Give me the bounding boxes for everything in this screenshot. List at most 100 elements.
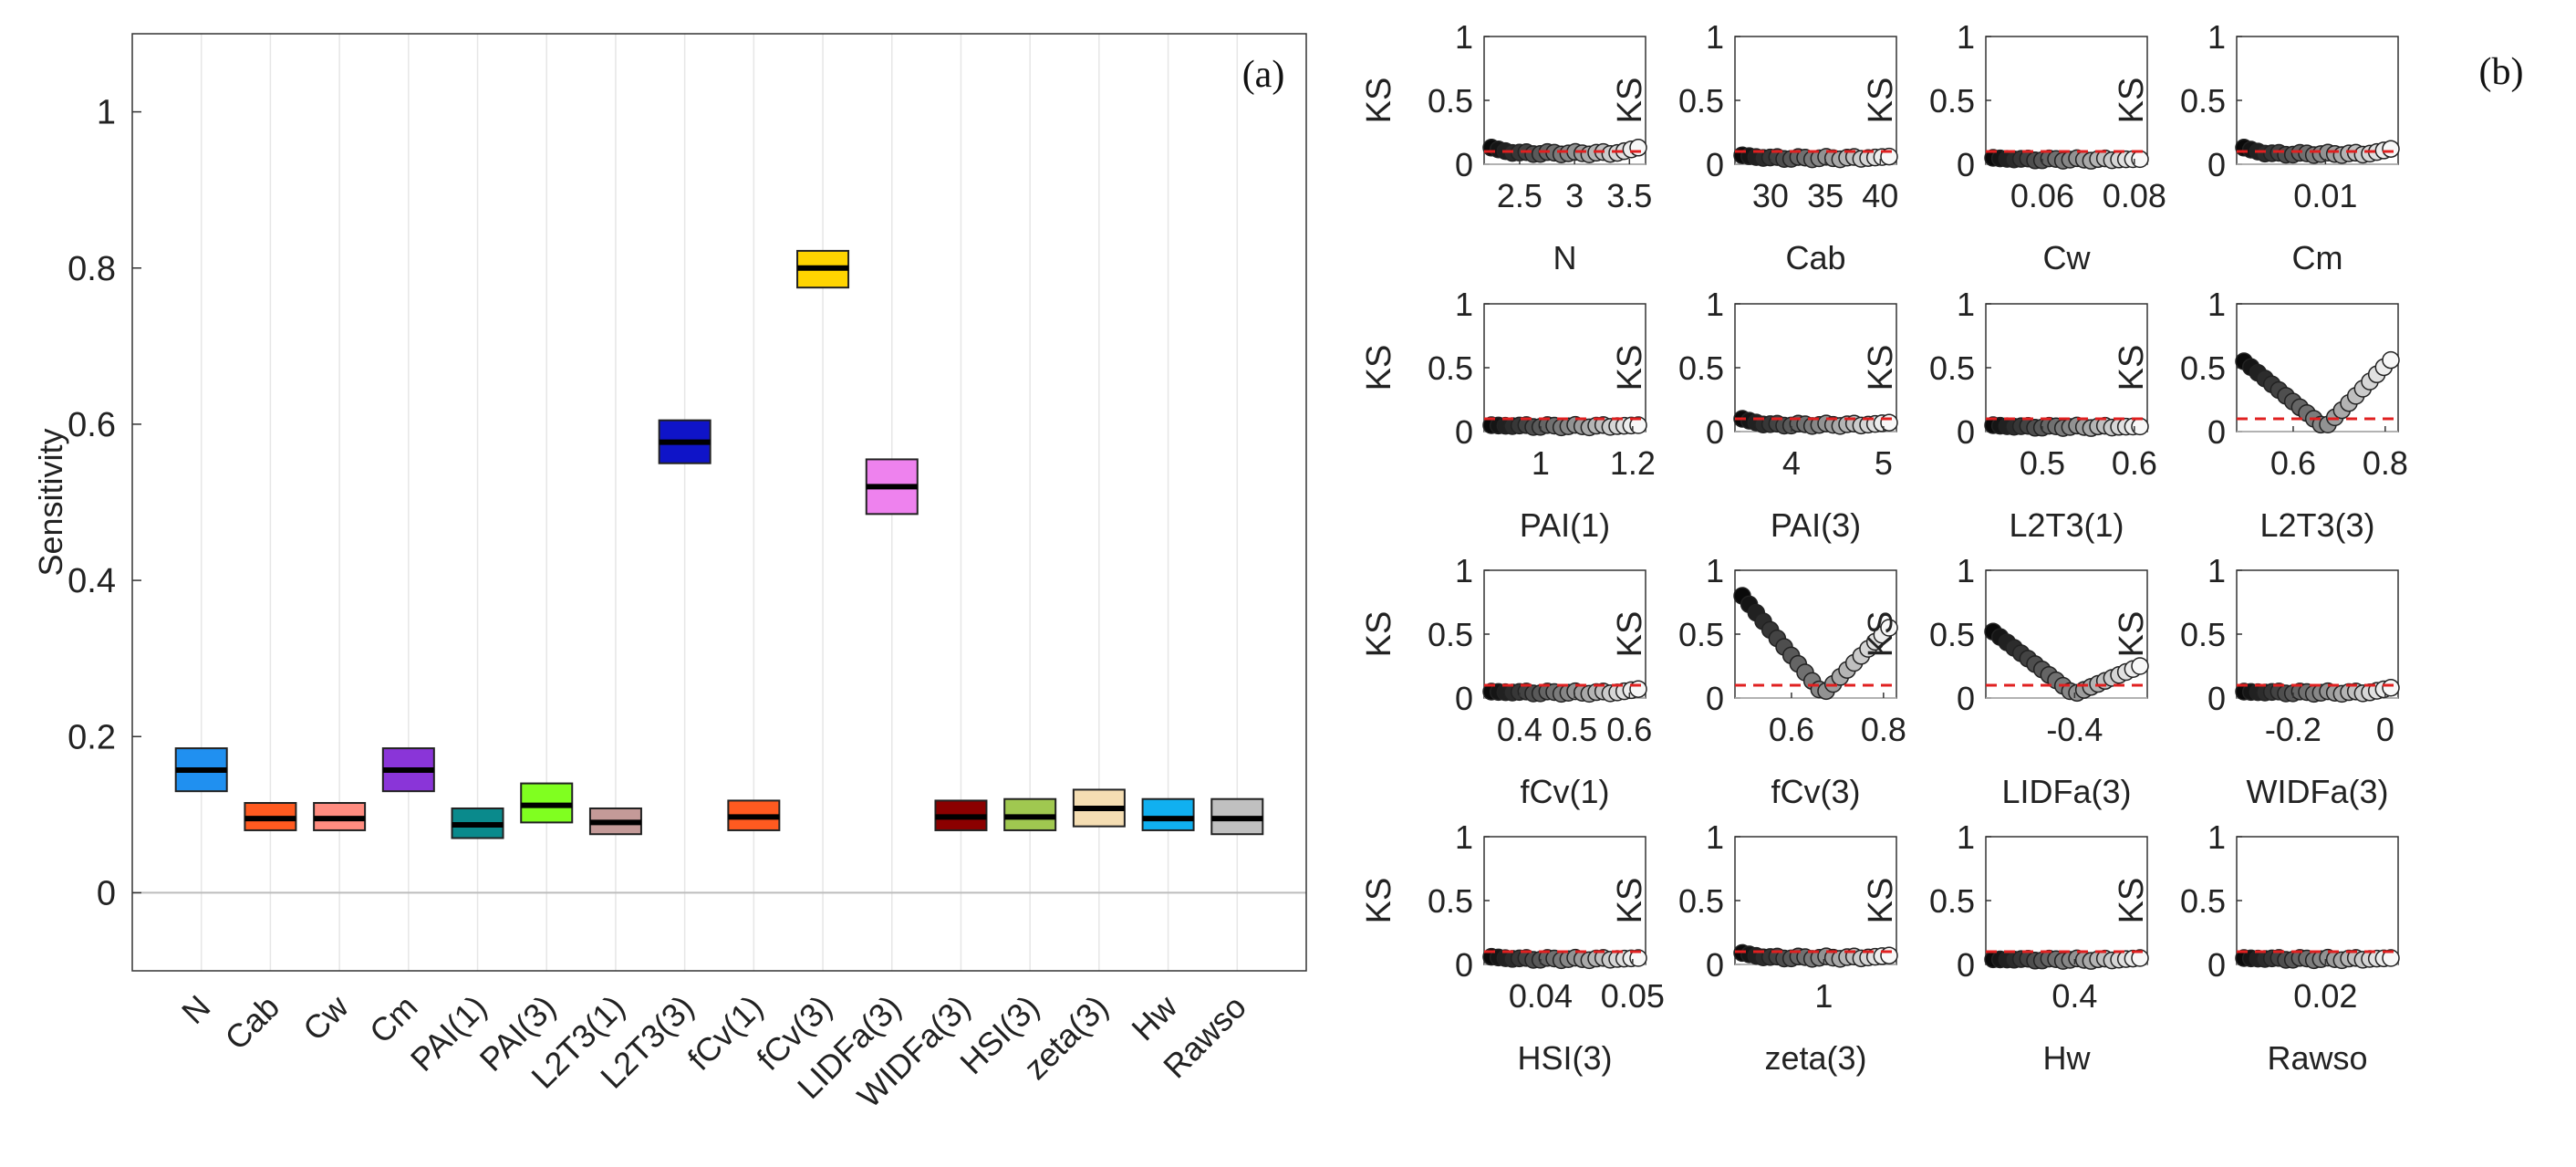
y-tick-label: 1 [1706, 552, 1724, 589]
subplot-frame [1734, 36, 1897, 165]
y-axis-label: KS [1611, 878, 1649, 924]
y-tick-label: 0 [1706, 146, 1724, 183]
y-tick-label: 1 [2207, 18, 2226, 56]
subplot-Cw: 0 0.5 1 KS 0.06 0.08 Cw [1862, 18, 2166, 276]
ks-point [1629, 680, 1647, 698]
subplot-frame [1483, 569, 1646, 699]
y-tick-label: 1 [2207, 286, 2226, 323]
y-tick-label: 1 [1957, 286, 1975, 323]
subplot-Hw: 0 0.5 1 KS 0.4 Hw [1862, 818, 2149, 1077]
subplot-frame [1985, 36, 2148, 165]
y-tick-label: 0.8 [68, 250, 116, 288]
box-Hw [1141, 797, 1195, 831]
x-axis-label: Hw [2043, 1039, 2092, 1077]
x-axis-label: Cm [2292, 239, 2343, 276]
subplot-frame [1483, 36, 1646, 165]
y-tick-label: 0.5 [2180, 616, 2226, 653]
x-tick-label: 0.06 [2010, 177, 2074, 214]
x-tick-label: 0.08 [2103, 177, 2166, 214]
y-axis-label: KS [1360, 345, 1398, 391]
y-tick-label: 0.5 [1678, 349, 1724, 387]
y-tick-label: 0.5 [1428, 882, 1473, 920]
y-axis-label: KS [1862, 611, 1900, 658]
subplot-frame [1985, 836, 2148, 965]
y-tick-label: 0.5 [2180, 882, 2226, 920]
x-axis-label: PAI(3) [1771, 506, 1861, 544]
x-tick-label: 0.6 [2270, 444, 2316, 482]
ks-point [2131, 657, 2149, 675]
y-tick-label: 0 [1957, 146, 1975, 183]
y-axis-label: KS [1611, 345, 1649, 391]
y-tick-label: 0 [2207, 413, 2226, 451]
x-tick-label: Cw [296, 987, 356, 1047]
y-tick-label: 0.5 [1678, 882, 1724, 920]
y-tick-label: 0.4 [68, 562, 116, 600]
y-tick-label: 0 [1706, 946, 1724, 984]
x-tick-label: 0.4 [1497, 711, 1542, 748]
y-tick-label: 1 [1706, 18, 1724, 56]
y-tick-label: 0 [1455, 413, 1473, 451]
subplot-frame [1985, 303, 2148, 432]
y-tick-label: 0 [1957, 680, 1975, 717]
x-tick-label: Cab [217, 988, 286, 1058]
subplot-Cab: 0 0.5 1 KS 30 35 40 Cab [1611, 18, 1898, 276]
ks-point [2131, 949, 2149, 967]
subplot-frame [2236, 569, 2399, 699]
x-tick-label: 1 [1814, 977, 1833, 1015]
x-axis-label: zeta(3) [1764, 1039, 1866, 1077]
y-tick-label: 0 [1455, 680, 1473, 717]
x-tick-label: 0.5 [1552, 711, 1597, 748]
panel-label-a: (a) [1242, 54, 1285, 96]
y-tick-label: 0.5 [1929, 616, 1975, 653]
x-axis-label: PAI(1) [1520, 506, 1610, 544]
y-axis-label: KS [1360, 78, 1398, 124]
y-axis-label: KS [2113, 78, 2151, 124]
y-axis-label: KS [1862, 78, 1900, 124]
ks-point [2382, 350, 2400, 370]
x-tick-label: 0.6 [1769, 711, 1814, 748]
x-tick-label: -0.2 [2265, 711, 2322, 748]
y-axis-label: KS [1862, 878, 1900, 924]
x-tick-label: 0.05 [1601, 977, 1665, 1015]
y-axis-label: KS [2113, 345, 2151, 391]
y-tick-label: 0.5 [1428, 82, 1473, 120]
x-tick-label: 0.01 [2293, 177, 2357, 214]
x-tick-label: fCv(1) [680, 988, 770, 1078]
y-tick-label: 0.5 [1428, 616, 1473, 653]
subplot-N: 0 0.5 1 KS 2.5 3 3.5 N [1360, 18, 1652, 276]
y-tick-label: 1 [97, 94, 116, 132]
ks-point [2382, 949, 2400, 967]
x-axis-label: Rawso [2267, 1039, 2367, 1077]
subplot-Cm: 0 0.5 1 KS 0.01 Cm [2113, 18, 2400, 276]
y-tick-label: 0.2 [68, 718, 116, 756]
x-tick-label: 3.5 [1606, 177, 1652, 214]
y-tick-label: 1 [1706, 286, 1724, 323]
x-tick-label: 1 [1532, 444, 1550, 482]
y-tick-label: 0.6 [68, 406, 116, 444]
subplot-PAI(3): 0 0.5 1 KS 4 5 PAI(3) [1611, 286, 1898, 544]
y-tick-label: 0.5 [1929, 882, 1975, 920]
x-tick-label: 4 [1782, 444, 1801, 482]
ks-point [1629, 139, 1647, 157]
x-tick-label: N [174, 988, 217, 1031]
y-tick-label: 1 [1957, 818, 1975, 856]
subplot-LIDFa(3): 0 0.5 1 KS -0.4 LIDFa(3) [1862, 552, 2149, 810]
subplot-frame [1734, 303, 1897, 432]
y-tick-label: 0 [1706, 413, 1724, 451]
x-tick-label: 2.5 [1497, 177, 1542, 214]
x-axis-label: fCv(3) [1771, 773, 1861, 810]
x-tick-label: 0.5 [2020, 444, 2065, 482]
x-tick-label: 0.6 [2112, 444, 2157, 482]
subplot-WIDFa(3): 0 0.5 1 KS -0.2 0 WIDFa(3) [2113, 552, 2400, 810]
plot-frame [131, 33, 1307, 972]
ks-point [2382, 679, 2400, 697]
ks-point [1880, 946, 1898, 964]
y-tick-label: 0.5 [2180, 82, 2226, 120]
x-tick-label: 0.8 [1861, 711, 1906, 748]
